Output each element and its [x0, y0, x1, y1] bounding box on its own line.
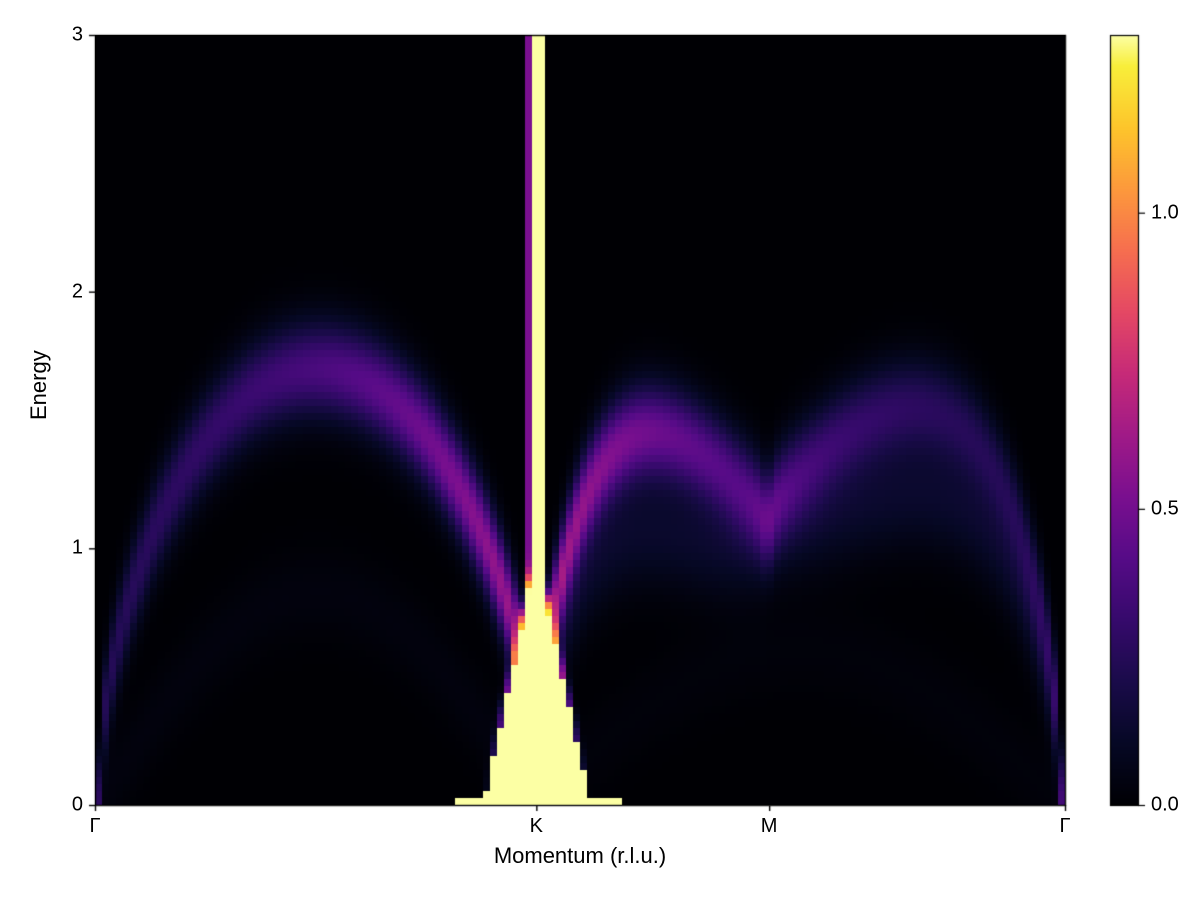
x-axis-title: Momentum (r.l.u.) — [494, 843, 666, 869]
colorbar-tick-label: 1.0 — [1151, 201, 1179, 224]
y-tick-label: 1 — [72, 537, 83, 560]
y-tick-label: 2 — [72, 280, 83, 303]
x-tick-label: K — [530, 815, 543, 838]
x-tick-label: Γ — [89, 815, 100, 838]
y-axis-title: Energy — [26, 350, 52, 420]
y-tick-label: 0 — [72, 794, 83, 817]
colorbar-canvas — [0, 0, 1200, 900]
x-tick-label: M — [761, 815, 778, 838]
x-tick-label: Γ — [1059, 815, 1070, 838]
spectral-function-chart: Γ K M Γ 0 1 2 3 0.0 0.5 1.0 Momentum (r.l.u.) En… — [0, 0, 1200, 900]
y-tick-label: 3 — [72, 24, 83, 47]
colorbar-tick-label: 0.0 — [1151, 794, 1179, 817]
colorbar-tick-label: 0.5 — [1151, 497, 1179, 520]
